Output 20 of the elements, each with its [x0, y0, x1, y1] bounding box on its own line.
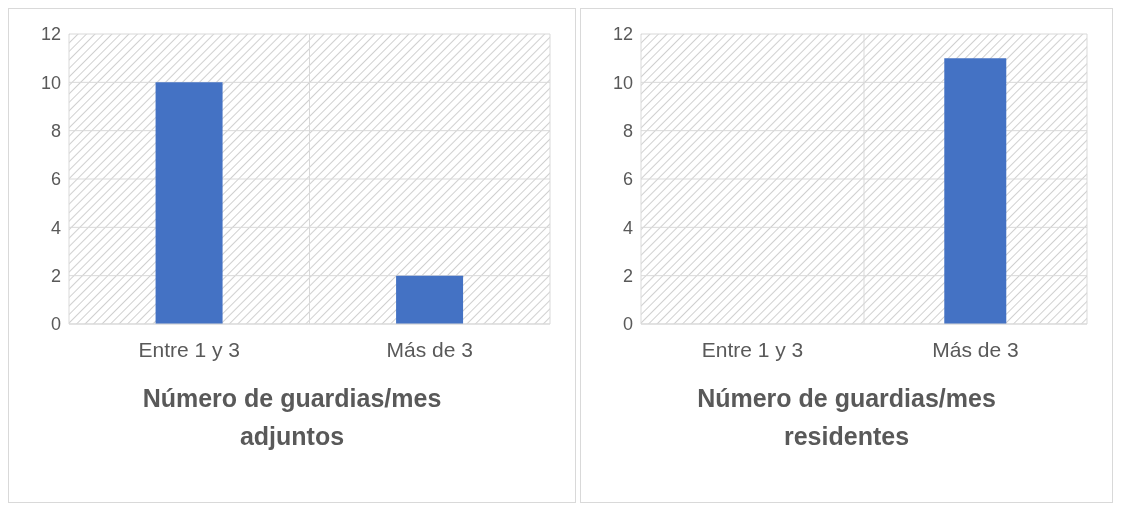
y-tick-label: 10 [612, 72, 633, 93]
y-tick-label: 6 [50, 169, 61, 190]
x-tick-label: Más de 3 [932, 337, 1019, 361]
x-tick-label: Entre 1 y 3 [701, 337, 804, 361]
y-tick-label: 6 [622, 169, 633, 190]
y-tick-label: 2 [50, 266, 61, 287]
text: Número de guardias/mes adjuntos [142, 383, 442, 452]
y-tick-label: 10 [40, 72, 61, 93]
y-tick-label: 4 [622, 217, 633, 238]
y-tick-label: 0 [50, 314, 61, 335]
y-tick-label: 8 [50, 121, 61, 142]
y-tick-label: 12 [40, 24, 61, 45]
y-tick-label: 12 [612, 24, 633, 45]
y-tick-label: 4 [50, 217, 61, 238]
y-tick-label: 8 [622, 121, 633, 142]
text: Número de guardias/mes residentes [696, 383, 997, 452]
x-tick-label: Entre 1 y 3 [138, 337, 241, 361]
y-tick-label: 0 [622, 314, 633, 335]
x-tick-label: Más de 3 [386, 337, 473, 361]
y-tick-label: 2 [622, 266, 633, 287]
